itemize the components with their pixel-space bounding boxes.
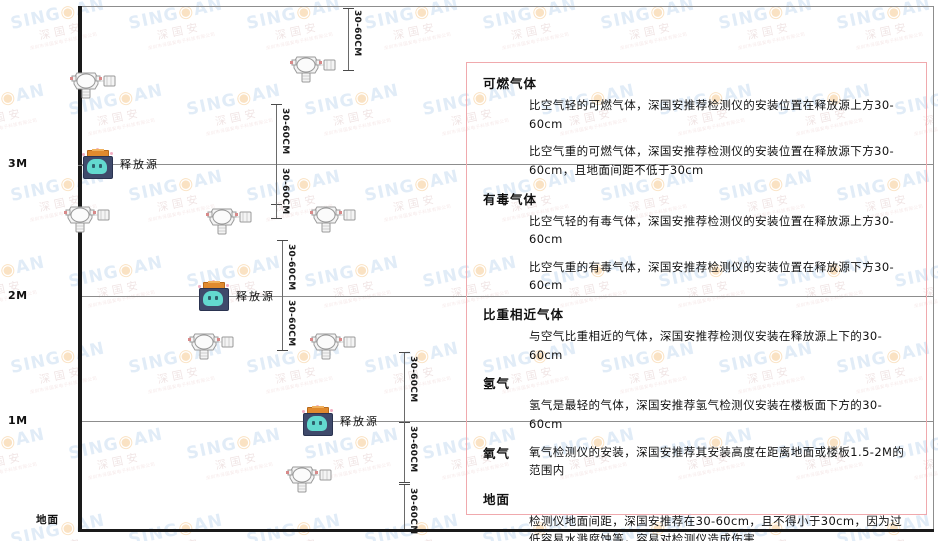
section-heading: 氢气: [483, 376, 511, 392]
guideline-section: 氢气氢气是最轻的气体，深国安推荐氢气检测仪安装在楼板面下方的30-60cm: [483, 373, 912, 433]
level-line-3m: [80, 164, 934, 165]
section-paragraph: 比空气轻的有毒气体，深国安推荐检测仪的安装位置在释放源上方30-60cm: [529, 213, 895, 247]
axis-tick-3m: 3M: [8, 157, 28, 170]
dimension-label-d1: 30-60CM: [408, 356, 418, 403]
gas-detector-1: [68, 64, 124, 104]
gas-detector-8: [284, 458, 340, 498]
section-paragraph: 氢气是最轻的气体，深国安推荐氢气检测仪安装在楼板面下方的30-60cm: [529, 398, 883, 431]
release-source-label: 释放源: [340, 415, 379, 428]
guideline-section: 可燃气体比空气轻的可燃气体，深国安推荐检测仪的安装位置在释放源上方30-60cm…: [483, 73, 912, 180]
guideline-section: 有毒气体比空气轻的有毒气体，深国安推荐检测仪的安装位置在释放源上方30-60cm…: [483, 189, 912, 296]
gas-detector-5: [186, 325, 242, 365]
frame-right: [933, 6, 934, 530]
section-paragraph: 氧气检测仪的安装，深国安推荐其安装高度在距离地面或楼板1.5-2M的范围内: [529, 444, 905, 478]
section-heading: 比重相近气体: [483, 307, 565, 322]
gas-detector-6: [308, 325, 364, 365]
guideline-section: 地面检测仪地面间距，深国安推荐在30-60cm，且不得小于30cm，因为过低容易…: [483, 489, 912, 541]
section-paragraph: 比空气重的有毒气体，深国安推荐检测仪的安装位置在释放源下方30-60cm: [529, 259, 895, 293]
section-paragraph: 比空气轻的可燃气体，深国安推荐检测仪的安装位置在释放源上方30-60cm: [529, 98, 895, 131]
section-paragraph: 比空气重的可燃气体，深国安推荐检测仪的安装位置在释放源下方30-60cm，且地面…: [529, 144, 895, 177]
frame-top: [80, 6, 934, 7]
axis-tick-2m: 2M: [8, 289, 28, 302]
release-source-label: 释放源: [120, 158, 159, 171]
guidelines-panel: 可燃气体比空气轻的可燃气体，深国安推荐检测仪的安装位置在释放源上方30-60cm…: [466, 62, 927, 541]
guideline-section: 氧气 氧气检测仪的安装，深国安推荐其安装高度在距离地面或楼板1.5-2M的范围内: [483, 443, 912, 480]
section-heading: 氧气: [483, 445, 511, 461]
dimension-label-a: 30-60CM: [352, 10, 362, 57]
axis-tick-1m: 1M: [8, 414, 28, 427]
section-paragraph: 检测仪地面间距，深国安推荐在30-60cm，且不得小于30cm，因为过低容易水溅…: [529, 513, 903, 541]
gas-detector-7: [308, 198, 364, 238]
release-source-label: 释放源: [236, 290, 275, 303]
guideline-section: 比重相近气体与空气比重相近的气体，深国安推荐检测仪安装在释放源上下的30-60c…: [483, 304, 912, 364]
section-heading: 有毒气体: [483, 191, 538, 207]
level-line-1m: [80, 421, 934, 422]
dimension-label-c2: 30-60CM: [286, 300, 296, 347]
dimension-label-d2: 30-60CM: [408, 426, 418, 473]
section-paragraph: 与空气比重相近的气体，深国安推荐检测仪安装在释放源上下的30-60cm: [529, 329, 883, 362]
section-heading: 地面: [483, 491, 511, 507]
ground-label: 地面: [36, 514, 59, 526]
dimension-label-b2: 30-60CM: [280, 168, 290, 215]
x-axis-ground: [78, 529, 934, 532]
level-line-2m: [80, 296, 934, 297]
dimension-label-c: 30-60CM: [286, 244, 296, 291]
section-heading: 可燃气体: [483, 76, 538, 91]
y-axis: [78, 6, 82, 529]
gas-detector-3: [62, 198, 118, 238]
dimension-label-b: 30-60CM: [280, 108, 290, 155]
gas-detector-4: [204, 200, 260, 240]
dimension-label-d3: 30-60CM: [408, 488, 418, 535]
gas-detector-2: [288, 48, 344, 88]
